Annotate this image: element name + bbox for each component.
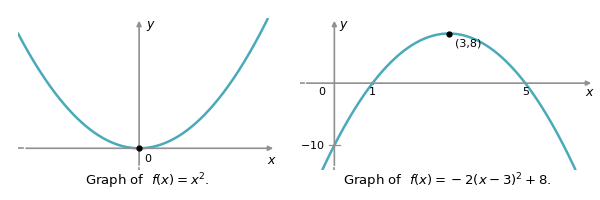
Text: 1: 1 <box>369 87 376 97</box>
Text: 0: 0 <box>319 87 326 97</box>
Text: $-10$: $-10$ <box>300 139 325 151</box>
Text: $x$: $x$ <box>585 86 595 99</box>
Text: $x$: $x$ <box>267 154 277 167</box>
Text: $y$: $y$ <box>340 19 349 33</box>
Text: (3,8): (3,8) <box>455 38 481 48</box>
Text: 0: 0 <box>145 154 151 164</box>
Text: 5: 5 <box>522 87 529 97</box>
Text: $y$: $y$ <box>146 19 156 33</box>
Text: Graph of  $f(x) = -2(x - 3)^2 + 8$.: Graph of $f(x) = -2(x - 3)^2 + 8$. <box>343 172 551 191</box>
Text: Graph of  $f(x) = x^2$.: Graph of $f(x) = x^2$. <box>85 172 209 191</box>
